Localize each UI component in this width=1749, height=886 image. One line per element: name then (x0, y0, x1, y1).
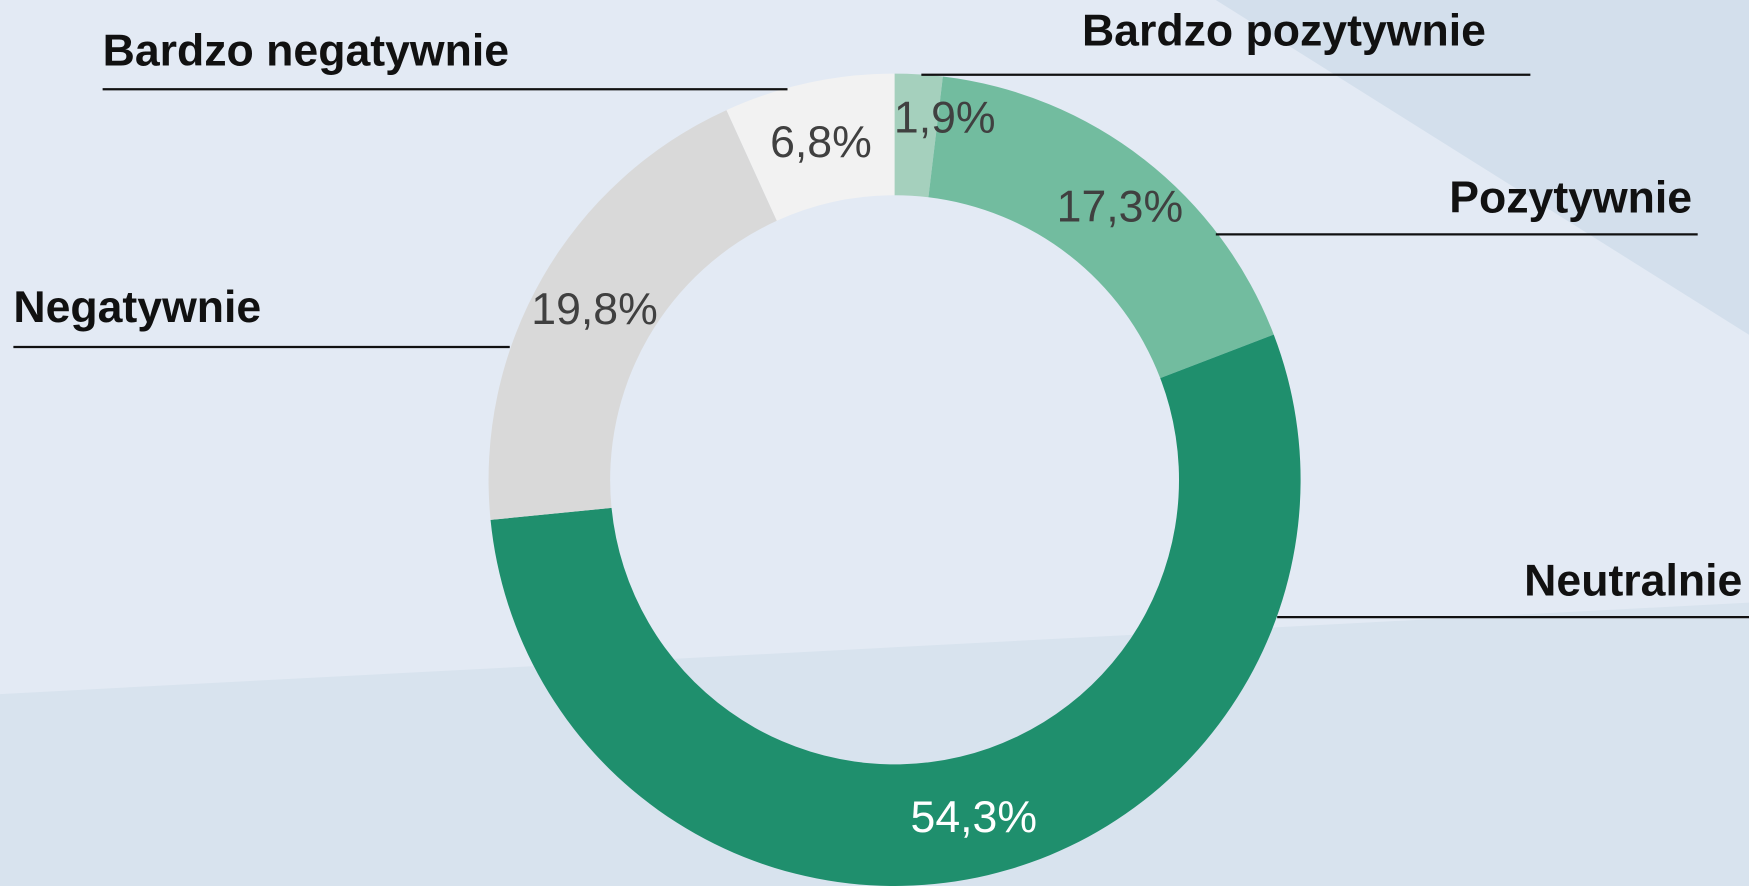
donut-segment (726, 73, 895, 221)
donut-segment (488, 110, 777, 520)
category-label: Neutralnie (1524, 556, 1742, 605)
value-label: 17,3% (1057, 183, 1183, 232)
category-label: Bardzo pozytywnie (1082, 6, 1486, 55)
category-label: Bardzo negatywnie (103, 26, 509, 75)
category-label: Pozytywnie (1449, 174, 1692, 223)
background-shape (0, 602, 1749, 886)
value-label: 1,9% (894, 93, 996, 142)
donut-segment (894, 73, 943, 198)
value-label: 19,8% (531, 285, 657, 334)
donut-segment (928, 76, 1274, 379)
background-shape (1215, 0, 1749, 335)
donut-segment (490, 334, 1301, 886)
value-label: 54,3% (911, 793, 1037, 842)
category-label: Negatywnie (13, 283, 261, 332)
value-label: 6,8% (770, 118, 872, 167)
